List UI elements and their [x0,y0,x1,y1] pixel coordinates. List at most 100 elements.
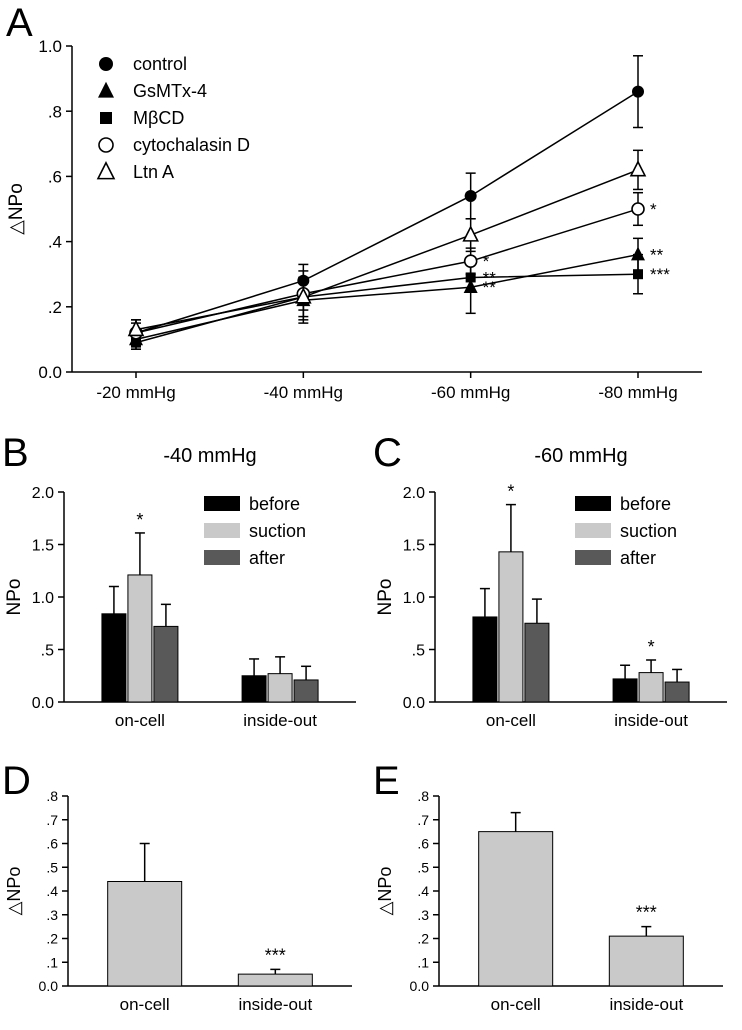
legend-label: MβCD [133,108,184,128]
error-bar [641,925,652,937]
legend-item-before: before [204,494,300,514]
significance-marker: ** [483,268,497,287]
legend-item-after: after [204,548,285,568]
bar-before-on-cell [101,613,127,703]
bar-after-inside-out [664,681,690,703]
x-tick-label: inside-out [614,711,688,730]
y-axis-label: △NPo [4,867,24,916]
panel-row-de: D △NPo 0.0 .1 .2 .3 .4 .5 .6 .7 .8 on-cell inside-ou… [0,760,742,1030]
y-tick-label: 0.0 [39,978,59,994]
marker-open-circle [98,137,114,153]
legend-item-after: after [575,548,656,568]
marker-open-triangle [462,225,479,242]
error-bar [160,603,171,627]
y-tick-label: .4 [46,883,58,899]
legend-item-before: before [575,494,671,514]
marker-filled-triangle [98,81,114,98]
marker-open-triangle [96,161,116,180]
y-tick-label: .2 [48,298,62,317]
error-bar [275,656,286,674]
marker-filled-triangle [631,246,645,261]
bar-suction-on-cell [498,551,524,703]
error-bar [620,664,631,679]
y-tick-label: 0.0 [38,363,62,382]
y-tick-label: .5 [412,642,425,659]
bar-after-on-cell [153,625,179,703]
y-axis-label: △NPo [375,867,395,916]
marker-open-circle [631,202,645,216]
significance-marker: *** [265,945,286,965]
y-tick-label: .2 [46,931,58,947]
bar-after-inside-out [293,679,319,703]
x-tick-label: inside-out [243,711,317,730]
marker-filled-circle [464,189,477,202]
y-tick-label: .1 [417,954,429,970]
y-tick-label: 0.0 [403,695,425,712]
bar-before-inside-out [241,675,267,703]
error-bar [249,658,260,676]
y-tick-label: 2.0 [403,485,425,502]
y-tick-label: .8 [48,102,62,121]
x-tick-label: on-cell [491,995,541,1014]
panel-label: D [2,760,31,803]
legend-item-control: control [99,54,187,74]
legend-item-Ltn A: Ltn A [96,161,174,182]
x-tick-label: -20 mmHg [96,383,175,402]
legend-item-GsMTx-4: GsMTx-4 [98,81,207,101]
bar-suction-on-cell [127,574,153,703]
legend-swatch [575,496,611,511]
panel-c-bar-chart: C -60 mmHg NPo 0.0 .5 1.0 1.5 2.0 on-cell inside-… [371,430,742,760]
y-tick-label: .5 [41,642,54,659]
bar-suction-inside-out [638,672,664,703]
y-tick-label: 1.5 [403,537,425,554]
marker-filled-circle [297,274,310,287]
y-tick-label: .2 [417,931,429,947]
marker-open-circle [463,254,478,268]
significance-marker: ** [650,246,664,265]
panel-label: C [373,431,402,475]
x-tick-label: on-cell [115,711,165,730]
legend: control GsMTx-4 MβCD cytochalasin D Ltn A [96,54,250,182]
y-tick-label: .5 [417,859,429,875]
error-bar [479,587,490,617]
series-line-control [135,91,639,334]
axes: 0.0 .1 .2 .3 .4 .5 .6 .7 .8 [39,788,352,994]
y-tick-label: 0.0 [410,978,430,994]
y-tick-label: .1 [46,954,58,970]
significance-marker: * [648,637,655,657]
y-tick-label: .8 [417,788,429,804]
x-tick-label: on-cell [486,711,536,730]
marker-filled-circle [99,57,113,71]
bar-before-inside-out [612,678,638,703]
legend-label: control [133,54,187,74]
legend: before suction after [575,494,677,568]
legend-item-suction: suction [575,521,677,541]
legend-swatch [204,496,240,511]
error-bar [134,532,145,575]
marker-filled-square [465,272,476,283]
y-tick-label: 1.5 [32,537,54,554]
significance-marker: ** [483,278,497,297]
x-tick-label: -40 mmHg [264,383,343,402]
series-line-Ltn A [135,169,639,331]
y-tick-label: .4 [417,883,429,899]
significance-marker: * [136,510,143,530]
x-tick-label: inside-out [238,995,312,1014]
error-bar [505,503,516,552]
legend-item-MβCD: MβCD [100,108,184,128]
legend-label: before [620,494,671,514]
chart-title: -40 mmHg [163,445,256,467]
error-bar [510,811,521,832]
panel-d-bar-chart: D △NPo 0.0 .1 .2 .3 .4 .5 .6 .7 .8 on-cell inside-ou… [0,760,371,1030]
axes: 0.0 .1 .2 .3 .4 .5 .6 .7 .8 [410,788,723,994]
legend-swatch [204,550,240,565]
axes: 0.0 .2 .4 .6 .8 1.0 [38,37,702,382]
y-tick-label: .7 [46,812,58,828]
legend-swatch [575,523,611,538]
legend: before suction after [204,494,306,568]
legend-swatch [204,523,240,538]
y-tick-label: .3 [417,907,429,923]
legend-label: suction [249,521,306,541]
marker-open-triangle [629,160,647,177]
